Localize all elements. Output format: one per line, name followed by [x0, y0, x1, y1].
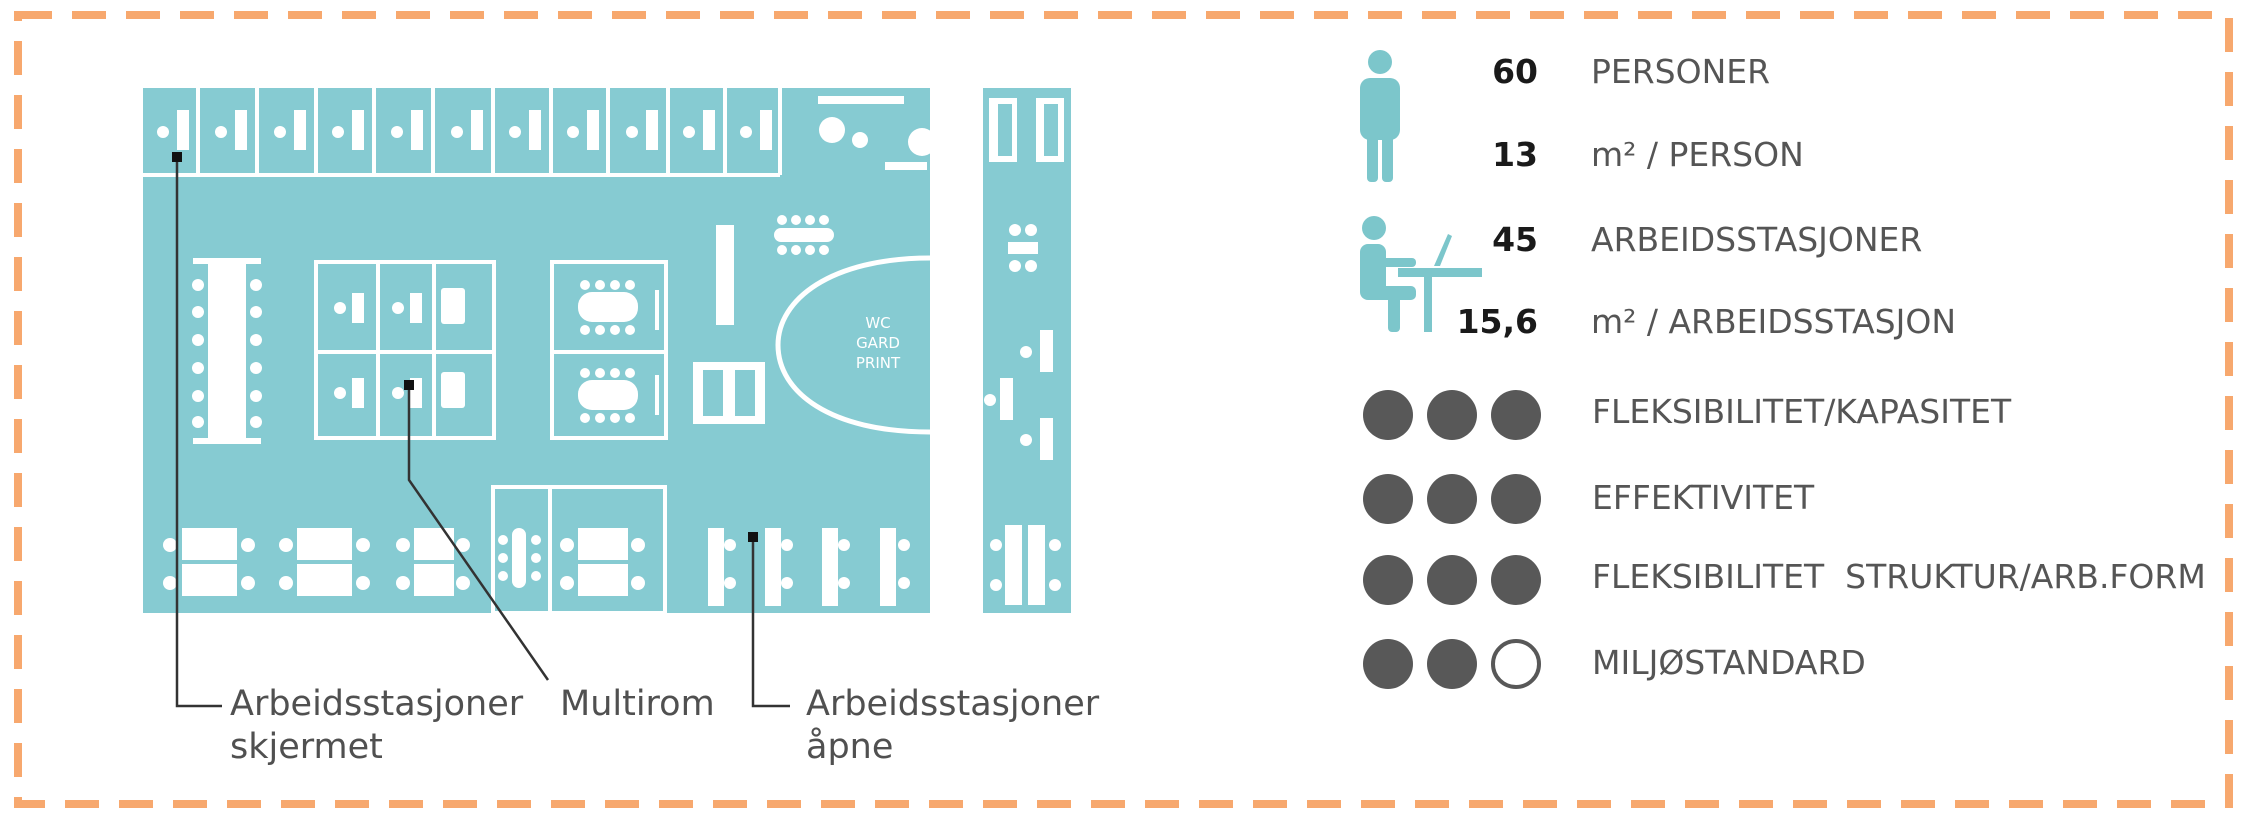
callout-screened-line2: skjermet	[230, 727, 383, 767]
stat-persons-label: PERSONER	[1591, 52, 1771, 91]
stat-area-per-person-value: 13	[1492, 135, 1538, 174]
long-meeting-table	[192, 258, 262, 444]
callout-markers	[172, 152, 758, 542]
room-label-gard: GARD	[856, 334, 900, 352]
meeting-rooms	[550, 260, 668, 440]
rating-dot-filled	[1491, 390, 1541, 440]
callout-open-line1: Arbeidsstasjoner	[806, 684, 1100, 724]
rating-dot-filled	[1427, 390, 1477, 440]
callout-multiroom: Multirom	[560, 684, 715, 724]
person-at-desk-icon	[1360, 216, 1482, 332]
rating-dot-filled	[1427, 555, 1477, 605]
person-standing-icon	[1360, 50, 1400, 182]
callout-open-line2: åpne	[806, 727, 894, 767]
rating-dot-filled	[1491, 555, 1541, 605]
rating-flexibility-structure-dots	[1363, 555, 1541, 605]
side-strip-furniture	[984, 98, 1064, 605]
stat-workstations-value: 45	[1492, 220, 1538, 259]
cubicle-desks	[157, 110, 772, 150]
callout-screened-workstations: Arbeidsstasjoner skjermet	[230, 683, 523, 769]
callout-leaders	[175, 157, 790, 708]
multiroom-block	[314, 260, 496, 440]
bottom-rooms	[491, 485, 667, 615]
rating-dot-filled	[1363, 390, 1413, 440]
rating-efficiency-dots	[1363, 474, 1541, 524]
callout-open-workstations: Arbeidsstasjoner åpne	[806, 683, 1099, 769]
stat-area-per-workstation-value: 15,6	[1456, 302, 1538, 341]
rating-dot-filled	[1363, 474, 1413, 524]
rating-environment-label: MILJØSTANDARD	[1592, 643, 1866, 682]
rating-dot-filled	[1427, 474, 1477, 524]
stat-area-per-person-label: m² / PERSON	[1591, 135, 1804, 174]
rating-flexibility-capacity-label: FLEKSIBILITET/KAPASITET	[1592, 392, 2012, 431]
callout-screened-line1: Arbeidsstasjoner	[230, 684, 524, 724]
stat-area-per-workstation-label: m² / ARBEIDSSTASJON	[1591, 302, 1957, 341]
rating-environment-dots	[1363, 639, 1541, 689]
rating-flexibility-capacity-dots	[1363, 390, 1541, 440]
rating-efficiency-label: EFFEKTIVITET	[1592, 478, 1815, 517]
rating-dot-empty	[1491, 639, 1541, 689]
meeting-room-tables	[578, 280, 659, 423]
rating-dot-filled	[1363, 555, 1413, 605]
kitchenette	[818, 96, 936, 170]
screened-cubicles	[143, 88, 782, 177]
stat-persons-value: 60	[1492, 52, 1538, 91]
multiroom-furniture	[334, 288, 465, 408]
room-label-wc: WC	[865, 314, 890, 332]
wc-zone-outline	[775, 255, 931, 435]
rating-dot-filled	[1491, 474, 1541, 524]
rating-flexibility-structure-label: FLEKSIBILITET STRUKTUR/ARB.FORM	[1592, 557, 2206, 596]
room-label-print: PRINT	[856, 354, 901, 372]
rating-dot-filled	[1363, 639, 1413, 689]
rating-dot-filled	[1427, 639, 1477, 689]
floor-plan: WC GARD PRINT	[143, 88, 1071, 708]
stat-workstations-label: ARBEIDSSTASJONER	[1591, 220, 1923, 259]
